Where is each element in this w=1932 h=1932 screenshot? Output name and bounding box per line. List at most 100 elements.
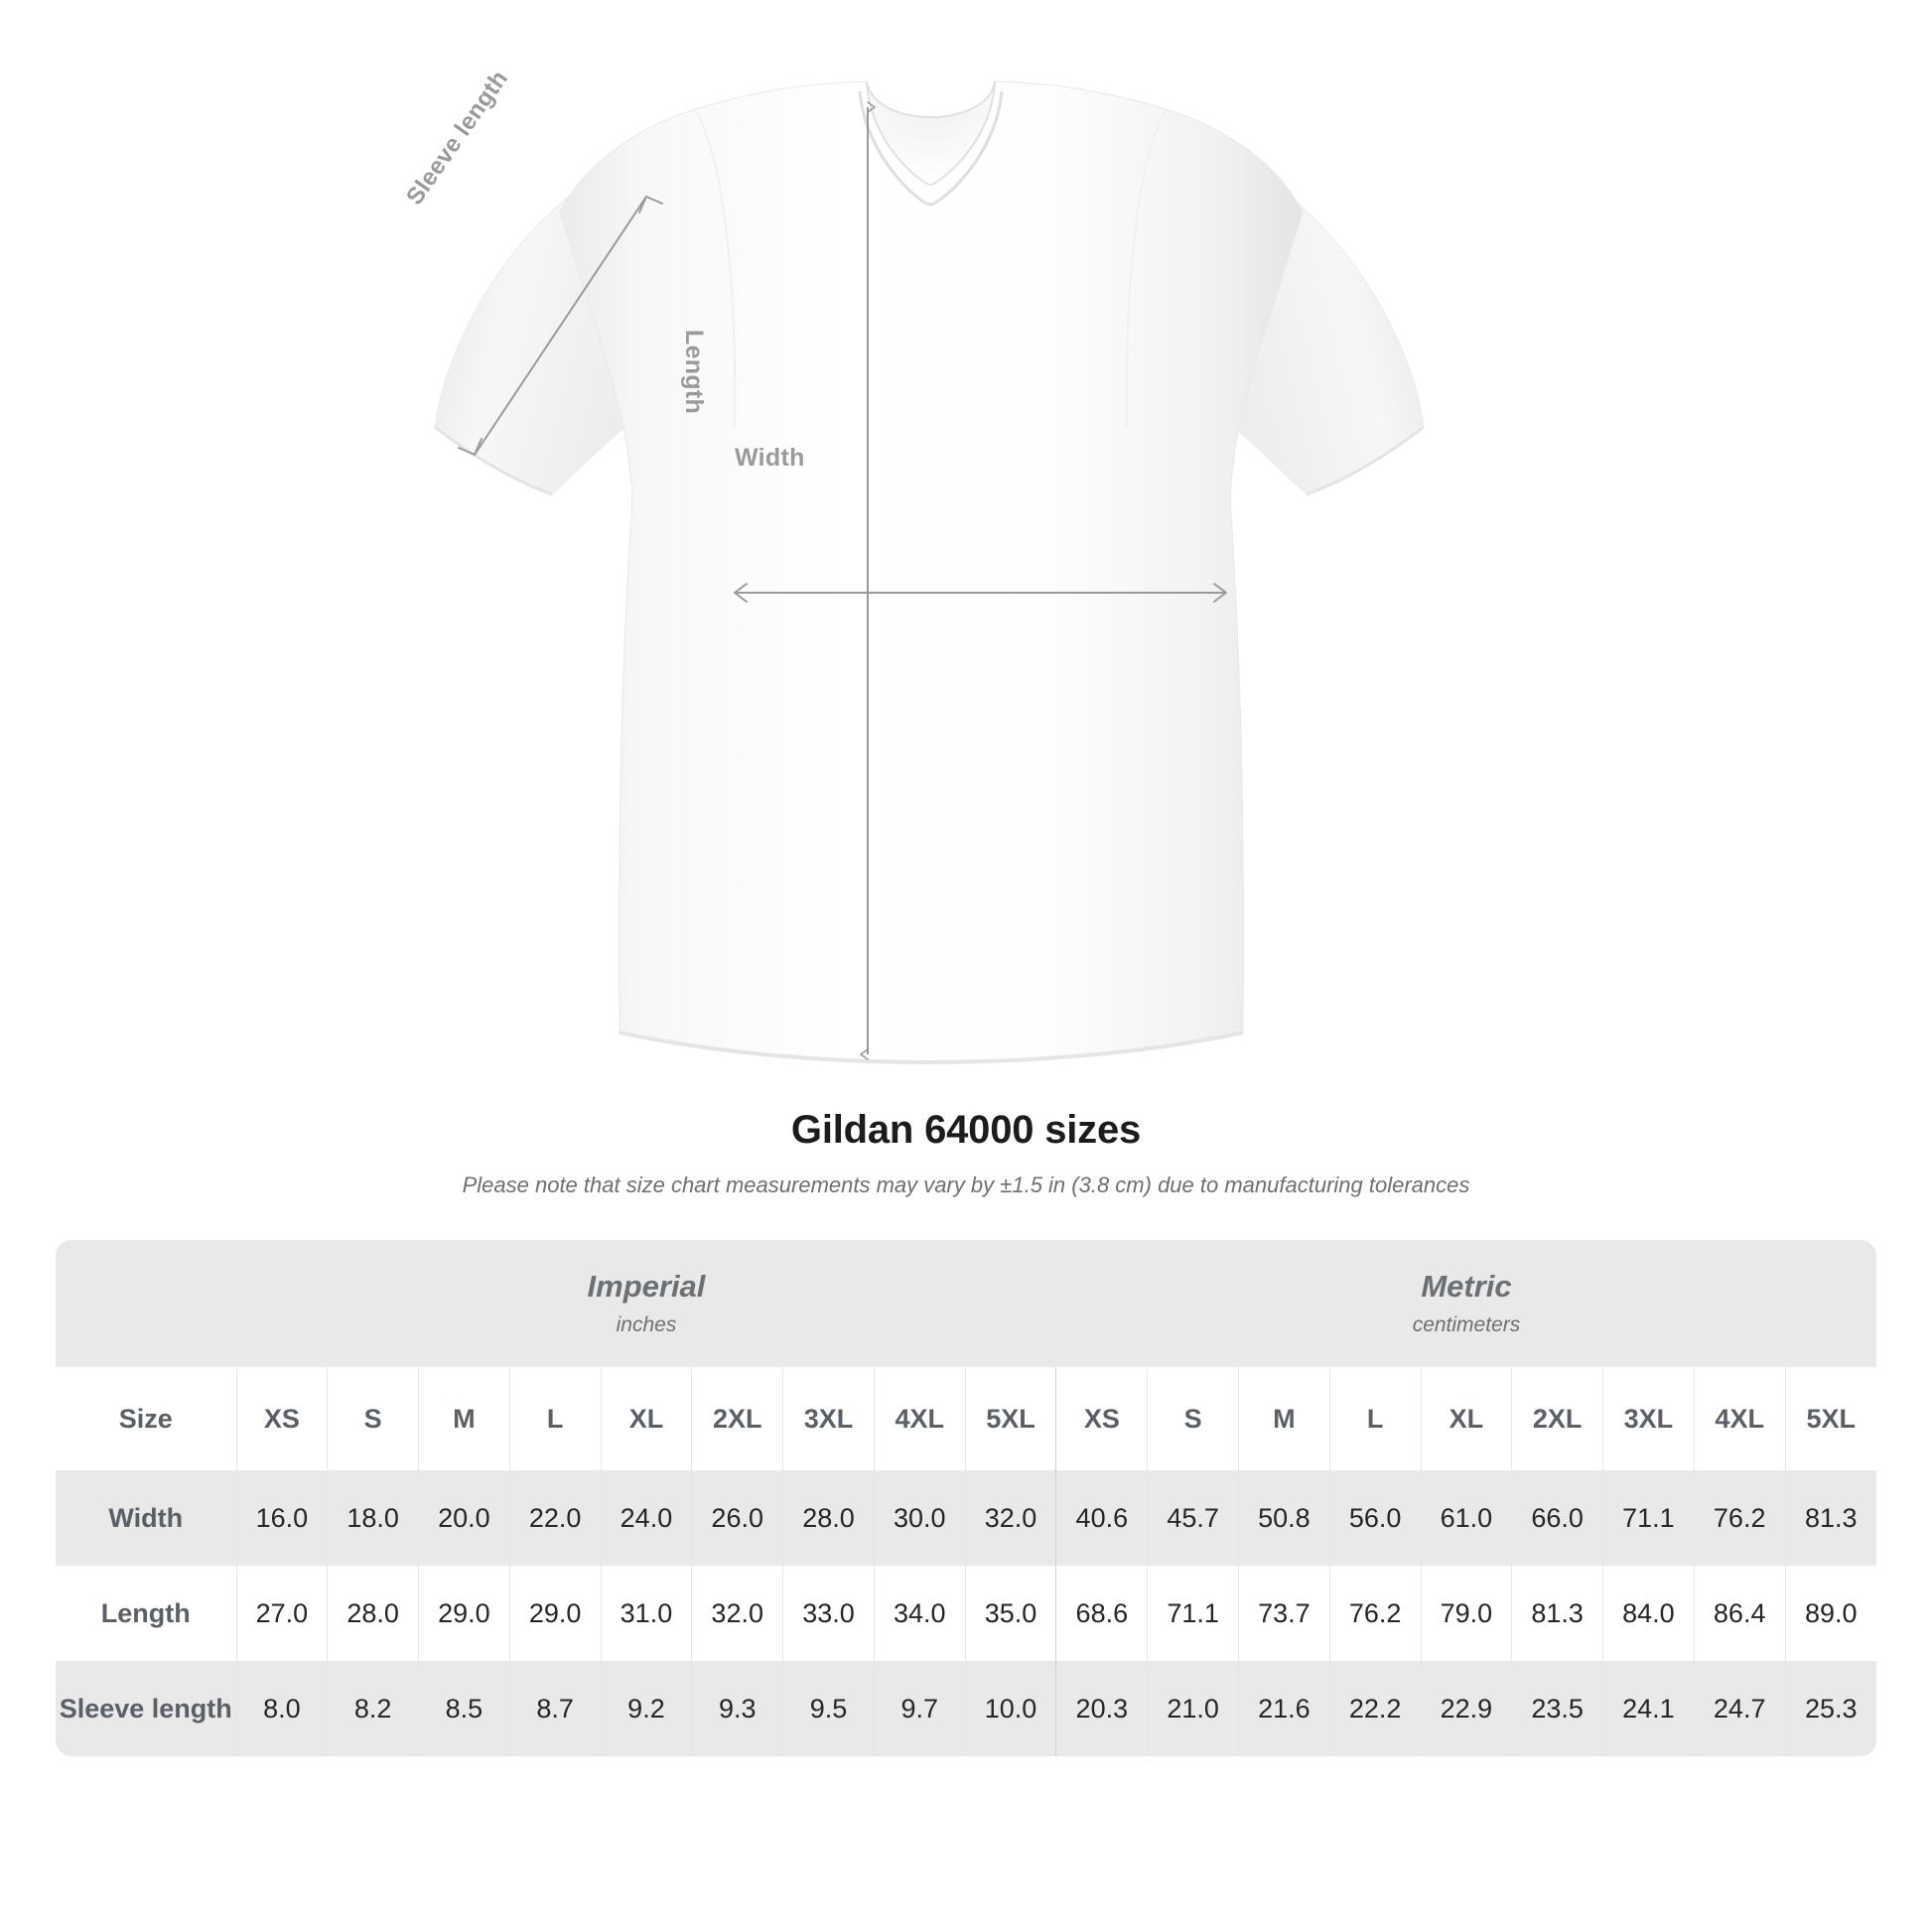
cell-width-imp-5: 26.0	[691, 1470, 783, 1566]
bottom-hem	[619, 1031, 1244, 1065]
cell-length-imp-6: 33.0	[782, 1566, 875, 1661]
cell-sleeve-imp-3: 8.7	[508, 1661, 602, 1756]
size-col-imp-4: XL	[600, 1367, 692, 1470]
size-table: Imperial inches Metric centimeters Size …	[56, 1240, 1876, 1756]
size-col-imp-1: S	[327, 1367, 419, 1470]
cell-width-imp-4: 24.0	[600, 1470, 692, 1566]
size-col-met-6: 3XL	[1602, 1367, 1695, 1470]
size-col-imp-0: XS	[235, 1367, 328, 1470]
cell-length-imp-7: 34.0	[873, 1566, 966, 1661]
table-row: Sleeve length 8.0 8.2 8.5 8.7 9.2 9.3 9.…	[56, 1661, 1876, 1756]
cell-sleeve-met-3: 22.2	[1328, 1661, 1422, 1756]
cell-sleeve-imp-1: 8.2	[327, 1661, 419, 1756]
row-label-length: Length	[56, 1566, 236, 1661]
cell-width-imp-7: 30.0	[873, 1470, 966, 1566]
size-col-met-3: L	[1328, 1367, 1422, 1470]
sleeve-arrow	[474, 196, 647, 456]
cell-width-met-3: 56.0	[1328, 1470, 1422, 1566]
right-shoulder-seam	[1125, 108, 1168, 428]
unit-imperial-name: Imperial	[587, 1269, 706, 1305]
cell-sleeve-imp-0: 8.0	[235, 1661, 328, 1756]
right-sleeve-hem	[1306, 425, 1425, 496]
cell-width-met-1: 45.7	[1147, 1470, 1239, 1566]
sleeve-arrow-top-head	[638, 196, 663, 213]
row-label-width: Width	[56, 1470, 236, 1566]
tshirt-illustration	[434, 80, 1425, 1065]
unit-header-metric: Metric centimeters	[1055, 1240, 1876, 1367]
unit-metric-sub: centimeters	[1412, 1312, 1521, 1336]
cell-sleeve-imp-7: 9.7	[873, 1661, 966, 1756]
collar-ribbing	[866, 80, 996, 187]
cell-length-met-3: 76.2	[1328, 1566, 1422, 1661]
unit-header-spacer	[56, 1240, 236, 1367]
width-label: Width	[735, 444, 805, 472]
cell-sleeve-met-2: 21.6	[1237, 1661, 1330, 1756]
cell-length-met-5: 81.3	[1511, 1566, 1603, 1661]
cell-width-met-5: 66.0	[1511, 1470, 1603, 1566]
cell-sleeve-imp-8: 10.0	[964, 1661, 1056, 1756]
cell-length-met-2: 73.7	[1237, 1566, 1330, 1661]
cell-sleeve-met-7: 24.7	[1693, 1661, 1786, 1756]
unit-imperial-sub: inches	[616, 1312, 677, 1336]
cell-length-imp-3: 29.0	[508, 1566, 602, 1661]
cell-length-met-0: 68.6	[1055, 1566, 1148, 1661]
cell-length-imp-8: 35.0	[964, 1566, 1056, 1661]
row-label-sleeve-length: Sleeve length	[56, 1661, 236, 1756]
cell-width-met-4: 61.0	[1420, 1470, 1512, 1566]
size-table-wrapper: Imperial inches Metric centimeters Size …	[56, 1240, 1876, 1756]
cell-length-met-4: 79.0	[1420, 1566, 1512, 1661]
unit-header-imperial: Imperial inches	[236, 1240, 1056, 1367]
cell-length-imp-4: 31.0	[600, 1566, 692, 1661]
size-col-met-1: S	[1147, 1367, 1239, 1470]
cell-width-met-2: 50.8	[1237, 1470, 1330, 1566]
size-header-label: Size	[56, 1367, 236, 1470]
table-row: Width 16.0 18.0 20.0 22.0 24.0 26.0 28.0…	[56, 1470, 1876, 1566]
cell-length-met-8: 89.0	[1784, 1566, 1876, 1661]
title-block: Gildan 64000 sizes Please note that size…	[0, 1108, 1932, 1198]
size-col-imp-8: 5XL	[964, 1367, 1056, 1470]
cell-sleeve-met-1: 21.0	[1147, 1661, 1239, 1756]
cell-sleeve-imp-5: 9.3	[691, 1661, 783, 1756]
size-col-imp-2: M	[418, 1367, 510, 1470]
cell-length-imp-2: 29.0	[418, 1566, 510, 1661]
cell-sleeve-imp-2: 8.5	[418, 1661, 510, 1756]
size-col-met-0: XS	[1055, 1367, 1148, 1470]
cell-sleeve-imp-4: 9.2	[600, 1661, 692, 1756]
cell-length-imp-0: 27.0	[235, 1566, 328, 1661]
page-title: Gildan 64000 sizes	[790, 1108, 1142, 1152]
cell-width-imp-1: 18.0	[327, 1470, 419, 1566]
table-row: Length 27.0 28.0 29.0 29.0 31.0 32.0 33.…	[56, 1566, 1876, 1661]
cell-length-met-6: 84.0	[1602, 1566, 1695, 1661]
tolerance-note: Please note that size chart measurements…	[462, 1173, 1470, 1197]
width-arrow-right-head	[1213, 583, 1227, 603]
cell-sleeve-met-4: 22.9	[1420, 1661, 1512, 1756]
cell-sleeve-met-8: 25.3	[1784, 1661, 1876, 1756]
cell-length-imp-1: 28.0	[327, 1566, 419, 1661]
size-col-met-7: 4XL	[1693, 1367, 1786, 1470]
left-sleeve-hem	[434, 425, 553, 496]
size-col-imp-3: L	[508, 1367, 602, 1470]
cell-width-imp-8: 32.0	[964, 1470, 1056, 1566]
width-arrow-left-head	[734, 583, 748, 603]
cell-width-met-7: 76.2	[1693, 1470, 1786, 1566]
unit-metric-name: Metric	[1421, 1269, 1512, 1305]
cell-length-met-1: 71.1	[1147, 1566, 1239, 1661]
size-col-imp-7: 4XL	[873, 1367, 966, 1470]
cell-width-imp-0: 16.0	[235, 1470, 328, 1566]
size-col-met-8: 5XL	[1784, 1367, 1876, 1470]
left-shoulder-seam	[694, 108, 737, 428]
cell-width-met-8: 81.3	[1784, 1470, 1876, 1566]
cell-width-imp-6: 28.0	[782, 1470, 875, 1566]
cell-width-met-6: 71.1	[1602, 1470, 1695, 1566]
size-col-met-4: XL	[1420, 1367, 1512, 1470]
cell-width-imp-2: 20.0	[418, 1470, 510, 1566]
shirt-body	[559, 80, 1304, 1063]
unit-header-row: Imperial inches Metric centimeters	[56, 1240, 1876, 1367]
cell-sleeve-met-0: 20.3	[1055, 1661, 1148, 1756]
cell-sleeve-imp-6: 9.5	[782, 1661, 875, 1756]
cell-width-met-0: 40.6	[1055, 1470, 1148, 1566]
cell-width-imp-3: 22.0	[508, 1470, 602, 1566]
size-col-met-2: M	[1237, 1367, 1330, 1470]
length-label: Length	[680, 330, 708, 415]
